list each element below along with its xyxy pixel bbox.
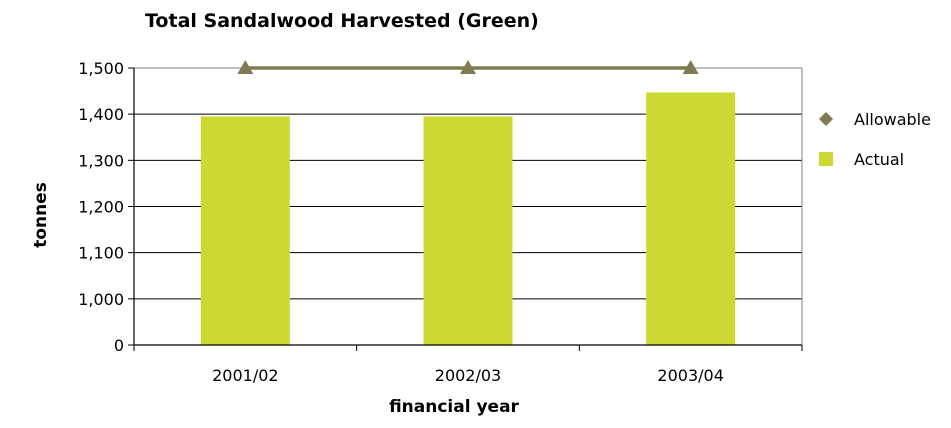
legend-marker-actual <box>819 152 833 166</box>
point-allowable <box>237 60 254 74</box>
bar-actual <box>646 92 736 346</box>
legend-marker-allowable <box>819 112 833 126</box>
legend-label: Allowable <box>854 110 931 129</box>
y-tick-label: 1,200 <box>78 198 124 217</box>
y-tick-label: 1,000 <box>78 290 124 309</box>
x-tick-label: 2001/02 <box>212 366 278 385</box>
y-tick-label: 0 <box>114 336 124 355</box>
bar-actual <box>200 116 290 345</box>
point-allowable <box>682 60 699 74</box>
x-tick-label: 2002/03 <box>435 366 501 385</box>
legend-label: Actual <box>854 150 904 169</box>
y-tick-label: 1,400 <box>78 105 124 124</box>
y-tick-label: 1,100 <box>78 244 124 263</box>
x-tick-label: 2003/04 <box>657 366 723 385</box>
point-allowable <box>460 60 476 74</box>
y-tick-label: 1,300 <box>78 151 124 170</box>
y-tick-label: 1,500 <box>78 59 124 78</box>
chart-title: Total Sandalwood Harvested (Green) <box>145 10 539 32</box>
x-axis-label: financial year <box>389 397 519 417</box>
bar-actual <box>423 116 513 345</box>
